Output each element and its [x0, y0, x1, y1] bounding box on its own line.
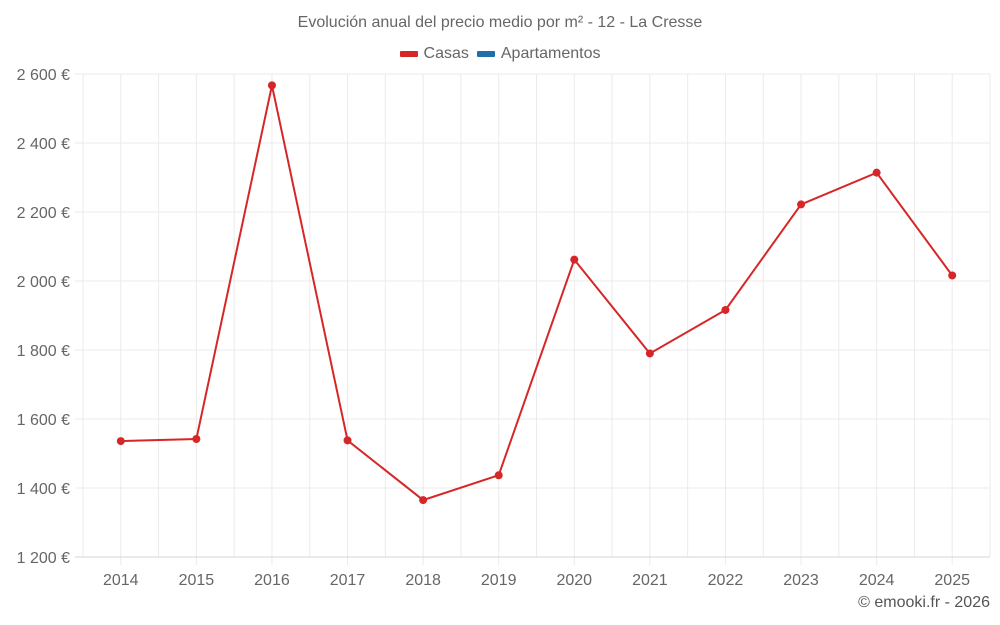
legend-item-casas[interactable]: Casas: [399, 45, 469, 63]
series-line-casas: [120, 85, 954, 502]
y-tick-label: 1 400 €: [17, 481, 70, 498]
x-tick-label: 2016: [254, 572, 290, 589]
data-point[interactable]: [645, 349, 654, 358]
x-tick-label: 2023: [783, 572, 819, 589]
y-tick-label: 2 600 €: [17, 67, 70, 84]
x-tick-label: 2015: [179, 572, 215, 589]
x-tick-label: 2014: [103, 572, 139, 589]
data-point[interactable]: [267, 81, 276, 90]
legend: Casas Apartamentos: [0, 45, 1000, 63]
x-tick-label: 2024: [859, 572, 895, 589]
y-tick-label: 2 200 €: [17, 205, 70, 222]
x-tick-label: 2018: [405, 572, 441, 589]
legend-label-casas: Casas: [423, 45, 469, 62]
data-point[interactable]: [494, 471, 503, 480]
legend-swatch-apartamentos: [476, 51, 495, 57]
y-tick-label: 1 600 €: [17, 412, 70, 429]
x-tick-label: 2021: [632, 572, 668, 589]
credit-text: © emooki.fr - 2026: [858, 594, 990, 611]
y-tick-label: 1 800 €: [17, 343, 70, 360]
data-point[interactable]: [797, 200, 806, 209]
data-point[interactable]: [570, 255, 579, 264]
x-tick-label: 2022: [708, 572, 744, 589]
data-point[interactable]: [948, 271, 957, 280]
data-point[interactable]: [192, 435, 201, 444]
x-tick-label: 2017: [330, 572, 366, 589]
chart-title: Evolución anual del precio medio por m² …: [297, 14, 703, 31]
x-tick-label: 2019: [481, 572, 517, 589]
y-tick-label: 1 200 €: [17, 550, 70, 567]
data-point[interactable]: [116, 437, 125, 446]
data-point[interactable]: [419, 496, 428, 505]
data-point[interactable]: [721, 305, 730, 314]
legend-label-apartamentos: Apartamentos: [500, 45, 601, 62]
legend-swatch-casas: [399, 51, 418, 57]
y-tick-label: 2 400 €: [17, 136, 70, 153]
y-tick-label: 2 000 €: [17, 274, 70, 291]
x-tick-label: 2025: [934, 572, 970, 589]
legend-item-apartamentos[interactable]: Apartamentos: [476, 45, 601, 63]
data-point[interactable]: [343, 436, 352, 445]
data-point[interactable]: [872, 168, 881, 177]
x-tick-label: 2020: [556, 572, 592, 589]
